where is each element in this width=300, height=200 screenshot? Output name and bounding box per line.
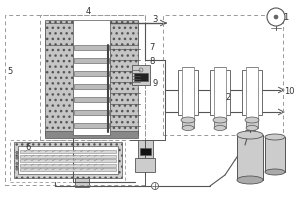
- Circle shape: [139, 68, 143, 72]
- Ellipse shape: [213, 117, 227, 123]
- Text: 2: 2: [225, 92, 231, 102]
- Bar: [246, 67, 258, 118]
- Bar: [14, 142, 122, 178]
- Ellipse shape: [237, 176, 263, 184]
- Bar: [45, 131, 138, 138]
- Bar: [135, 158, 155, 172]
- Bar: [182, 67, 194, 118]
- Ellipse shape: [237, 131, 263, 139]
- Text: 8: 8: [149, 58, 155, 66]
- Bar: [237, 135, 263, 180]
- Bar: [132, 65, 150, 85]
- Bar: [110, 20, 138, 135]
- Bar: [214, 118, 226, 128]
- Bar: [163, 15, 283, 135]
- Circle shape: [16, 162, 18, 165]
- Circle shape: [16, 157, 18, 159]
- Circle shape: [16, 168, 18, 170]
- Bar: [18, 146, 118, 174]
- Bar: [214, 67, 226, 118]
- Ellipse shape: [265, 134, 285, 140]
- Bar: [74, 97, 109, 102]
- Bar: [74, 84, 109, 89]
- Ellipse shape: [214, 126, 226, 130]
- Text: 4: 4: [85, 7, 91, 17]
- Bar: [20, 154, 116, 158]
- Bar: [20, 164, 116, 166]
- Bar: [265, 137, 285, 172]
- Bar: [242, 70, 262, 115]
- Bar: [75, 178, 89, 187]
- Bar: [74, 110, 109, 115]
- Ellipse shape: [245, 117, 259, 123]
- Text: 5: 5: [8, 68, 13, 76]
- Bar: [40, 15, 145, 140]
- Bar: [138, 140, 153, 158]
- Text: 6: 6: [25, 144, 31, 152]
- Ellipse shape: [182, 126, 194, 130]
- Ellipse shape: [265, 169, 285, 175]
- Bar: [20, 150, 116, 153]
- Bar: [5, 15, 145, 185]
- Circle shape: [267, 8, 285, 26]
- Circle shape: [152, 182, 158, 190]
- Bar: [45, 23, 138, 45]
- Bar: [140, 148, 151, 155]
- Circle shape: [274, 15, 278, 19]
- Bar: [74, 123, 109, 128]
- Circle shape: [16, 151, 18, 154]
- Text: 7: 7: [149, 44, 155, 52]
- Text: 9: 9: [152, 78, 158, 88]
- Bar: [45, 20, 73, 135]
- Text: 1: 1: [284, 12, 289, 21]
- Text: 3: 3: [152, 16, 158, 24]
- Bar: [74, 71, 109, 76]
- Bar: [246, 118, 258, 128]
- Bar: [74, 45, 109, 50]
- Bar: [210, 70, 230, 115]
- Bar: [74, 58, 109, 63]
- Bar: [20, 168, 116, 171]
- Bar: [178, 70, 198, 115]
- Bar: [134, 73, 148, 81]
- Text: 10: 10: [284, 88, 294, 97]
- Bar: [182, 118, 194, 128]
- Ellipse shape: [181, 117, 195, 123]
- Bar: [20, 159, 116, 162]
- Bar: [73, 20, 110, 135]
- Bar: [10, 140, 125, 182]
- Ellipse shape: [246, 126, 258, 130]
